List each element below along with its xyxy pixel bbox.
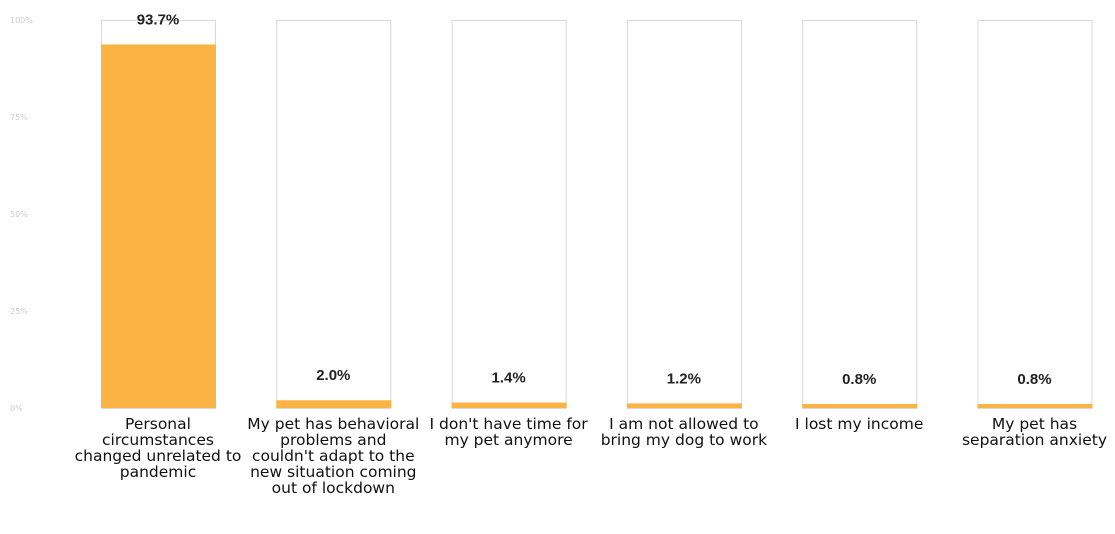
bar	[276, 400, 392, 408]
bar-value-label: 2.0%	[316, 367, 350, 384]
bar-track	[626, 20, 742, 409]
y-tick-label: 25%	[10, 307, 28, 316]
bar-value-label: 1.2%	[667, 370, 701, 387]
bar	[451, 402, 567, 408]
y-tick-label: 0%	[10, 404, 23, 413]
category-label: I am not allowed to bring my dog to work	[600, 415, 768, 449]
category-label: My pet has separation anxiety	[961, 415, 1108, 449]
bar	[101, 44, 216, 408]
bar-track	[802, 20, 918, 409]
bar-value-label: 1.4%	[491, 370, 525, 387]
bar	[802, 404, 918, 408]
bar-track	[977, 20, 1093, 409]
bar-value-label: 0.8%	[842, 371, 876, 388]
y-tick-label: 50%	[10, 210, 28, 219]
bar	[626, 403, 742, 408]
bar-value-label: 0.8%	[1017, 371, 1051, 388]
bar-track	[451, 20, 567, 409]
bars: 93.7% 2.0% 1.4% 1.2% 0.8% 0.8%	[101, 11, 1093, 409]
y-tick-label: 75%	[10, 113, 28, 122]
y-tick-label: 100%	[10, 16, 33, 25]
bar	[977, 404, 1093, 408]
category-label: Personal circumstances changed unrelated…	[74, 415, 242, 481]
category-label: My pet has behavioral problems and could…	[247, 415, 420, 497]
category-label: I lost my income	[795, 415, 924, 433]
y-axis: 100% 75% 50% 25% 0%	[10, 16, 33, 413]
category-label: I don't have time for my pet anymore	[429, 415, 588, 449]
bar-track	[276, 20, 392, 409]
bar-value-label: 93.7%	[137, 11, 180, 28]
